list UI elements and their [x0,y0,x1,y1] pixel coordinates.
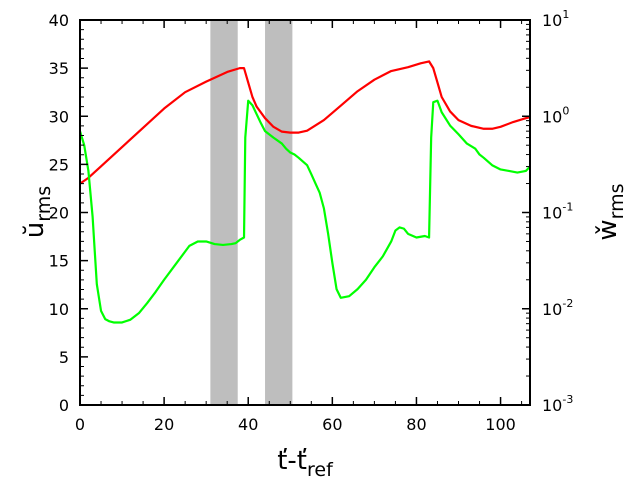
y-right-tick-label: 10-3 [542,393,573,415]
y-axis-left-label-sub: rms [33,186,55,222]
y-right-tick-label-base: 10 [542,11,562,30]
series-line-left [79,60,531,185]
x-tick-label: 60 [322,415,342,434]
series-lines [78,60,531,324]
y-right-tick-label: 100 [542,104,569,126]
y-left-tick-label: 25 [49,155,69,174]
y-left-tick-label: 0 [59,396,69,415]
y-right-tick-label-exp: 0 [562,104,569,117]
y-left-tick-label: 30 [49,107,69,126]
y-right-tick-label-exp: -1 [562,201,573,214]
x-tick-label: 20 [154,415,174,434]
axis-ticks [79,19,530,406]
y-axis-left-label-main: ŭ [20,222,50,238]
y-left-tick-label: 10 [49,300,69,319]
y-axis-left-label: ŭrms [20,186,55,238]
y-right-tick-label-base: 10 [542,107,562,126]
y-left-tick-label: 15 [49,252,69,271]
y-right-tick-label-base: 10 [542,396,562,415]
y-axis-right-label-sub: rms [606,183,628,219]
y-right-tick-label: 101 [542,8,569,30]
y-left-tick-label: 5 [59,348,69,367]
plot-frame [79,19,531,406]
y-left-tick-label: 35 [49,59,69,78]
shaded-band [265,20,293,405]
x-tick-label: 80 [406,415,426,434]
x-axis-label-sub: ref [307,459,334,480]
y-right-tick-label-base: 10 [542,204,562,223]
y-axis-right-label-main: w̌ [593,219,623,240]
y-axis-right-label: w̌rms [593,183,628,240]
shaded-bands [210,20,293,405]
y-right-tick-label: 10-1 [542,201,573,223]
series-line-right [78,99,531,324]
y-left-tick-label: 40 [49,11,69,30]
x-axis-label: ť-ťref [277,446,334,480]
x-tick-label: 0 [75,415,85,434]
y-right-tick-label-base: 10 [542,300,562,319]
y-right-tick-label-exp: 1 [562,8,569,21]
y-right-tick-label-exp: -2 [562,297,573,310]
x-tick-label: 100 [485,415,516,434]
y-right-tick-label: 10-2 [542,297,573,319]
tick-labels: 0 20 40 60 80 100051015202530354010-310-210-1… [49,8,574,434]
y-left-tick-label: 20 [49,204,69,223]
x-axis-label-main: ť-ť [277,446,307,476]
shaded-band [210,20,238,405]
x-tick-label: 40 [238,415,258,434]
y-right-tick-label-exp: -3 [562,393,573,406]
